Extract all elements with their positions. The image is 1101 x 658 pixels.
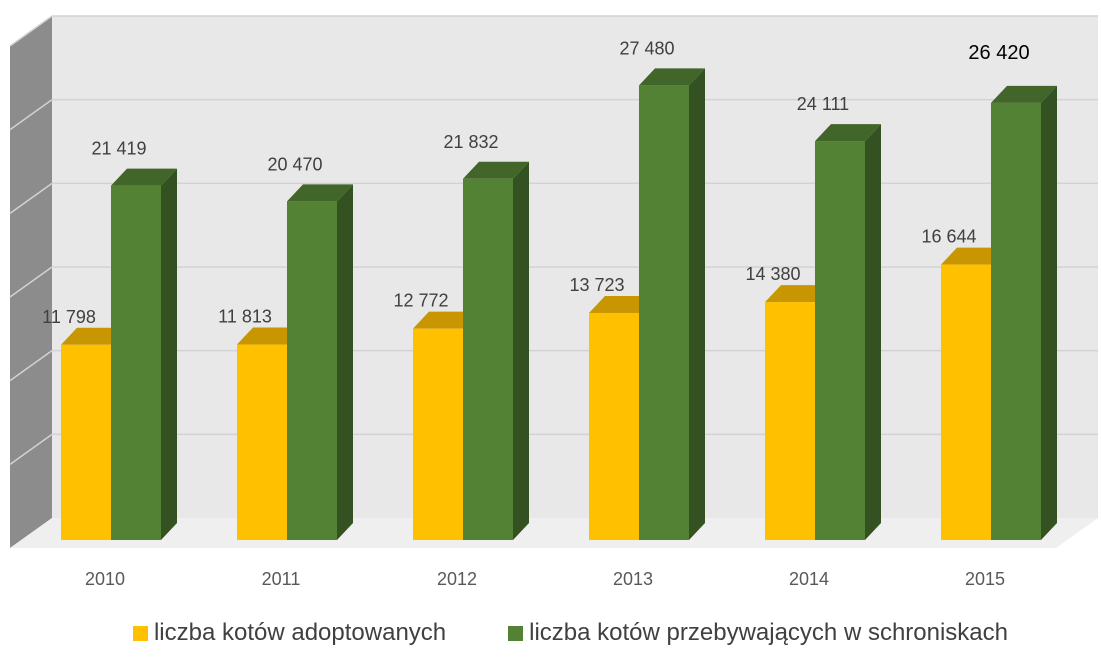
bar-top-face <box>111 168 177 186</box>
bar-top-face <box>639 68 705 86</box>
gridline-side <box>9 182 53 214</box>
legend-swatch-adopted <box>132 625 148 641</box>
x-tick-label: 2010 <box>85 569 125 589</box>
gridline-side <box>9 350 53 382</box>
bar-top-face <box>765 285 831 303</box>
x-tick-label: 2015 <box>965 569 1005 589</box>
data-label: 13 723 <box>569 275 624 295</box>
gridline-side <box>9 266 53 298</box>
data-label: 26 420 <box>968 42 1029 64</box>
bar <box>463 178 513 540</box>
data-label: 11 813 <box>218 307 272 327</box>
bar <box>413 328 463 540</box>
x-tick-label: 2012 <box>437 569 477 589</box>
bar-top-face <box>61 327 127 345</box>
bar <box>991 102 1041 541</box>
legend-label-adopted: liczba kotów adoptowanych <box>153 619 447 646</box>
bar-top-face <box>589 295 655 313</box>
legend: liczba kotów adoptowanych liczba kotów p… <box>0 615 1101 651</box>
data-label: 11 798 <box>42 307 96 327</box>
bar-top-face <box>815 124 881 142</box>
data-label: 16 644 <box>921 227 976 247</box>
bar-side-face <box>1041 85 1057 541</box>
legend-swatch-sheltered <box>508 625 524 641</box>
bar <box>765 302 815 540</box>
bar-side-face <box>513 161 529 540</box>
data-label: 21 419 <box>91 139 146 159</box>
legend-label-sheltered: liczba kotów przebywających w schroniska… <box>529 619 1009 646</box>
bar-top-face <box>941 247 1007 265</box>
bar-side-face <box>161 168 177 540</box>
bar <box>61 344 111 540</box>
bar <box>815 141 865 540</box>
bar <box>941 264 991 540</box>
x-tick-label: 2013 <box>613 569 653 589</box>
bar-top-face <box>463 161 529 179</box>
data-label: 21 832 <box>443 132 498 152</box>
bar <box>589 312 639 540</box>
bar-side-face <box>865 124 881 541</box>
bar-top-face <box>413 311 479 329</box>
gridline-side <box>9 99 53 131</box>
bar-top-face <box>237 327 303 345</box>
bar-top-face <box>287 184 353 202</box>
bar-side-face <box>337 184 353 540</box>
data-label: 14 380 <box>745 264 800 284</box>
data-label: 24 111 <box>797 94 849 114</box>
x-tick-label: 2011 <box>262 569 301 589</box>
legend-item-sheltered: liczba kotów przebywających w schroniska… <box>508 619 1008 647</box>
gridline-side <box>9 15 53 47</box>
bar <box>639 85 689 541</box>
x-tick-label: 2014 <box>789 569 829 589</box>
bar <box>287 201 337 540</box>
data-label: 20 470 <box>267 154 322 174</box>
data-label: 12 772 <box>393 291 448 311</box>
data-label: 27 480 <box>619 38 674 58</box>
legend-item-adopted: liczba kotów adoptowanych <box>132 619 447 647</box>
bar <box>111 185 161 540</box>
bar-top-face <box>991 85 1057 103</box>
bar-side-face <box>689 68 705 541</box>
gridline-side <box>9 433 53 465</box>
bar <box>237 344 287 540</box>
